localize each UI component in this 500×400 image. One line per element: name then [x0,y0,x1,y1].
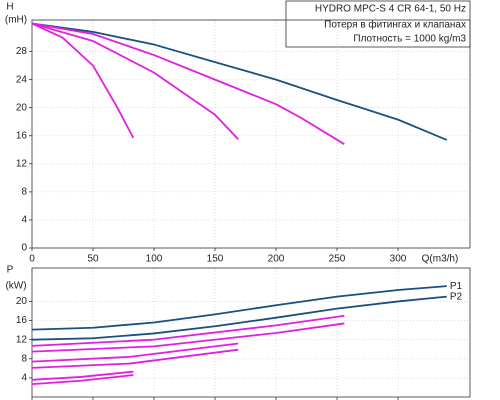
y-tick-label: 4 [21,215,27,226]
curve [31,374,134,385]
plot-frame [31,19,471,249]
subtitle: Плотность = 1000 kg/m3 [353,34,466,45]
x-axis-label: Q(m3/h) [422,254,459,265]
x-tick-label: 300 [390,254,407,265]
y-axis-unit: (kW) [5,281,26,292]
curve-label: P1 [450,281,463,292]
curve [31,348,239,369]
y-tick-label: 12 [16,158,28,169]
curve [31,22,448,141]
y-tick-label: 20 [16,296,28,307]
y-tick-label: 16 [16,315,28,326]
y-tick-label: 16 [16,130,28,141]
curve [31,322,345,353]
x-tick-label: 0 [29,254,35,265]
y-tick-label: 28 [16,46,28,57]
curve-label: P2 [450,291,463,302]
curve [31,22,239,140]
curve [31,342,239,363]
curve [31,22,345,145]
chart-title: HYDRO MPC-S 4 CR 64-1, 50 Hz [315,4,466,15]
y-axis-unit: (mH) [5,15,27,26]
x-tick-label: 100 [146,254,163,265]
x-tick-label: 200 [268,254,285,265]
y-tick-label: 8 [21,187,27,198]
y-tick-label: 12 [16,334,28,345]
y-tick-label: 24 [16,74,28,85]
y-tick-label: 0 [21,243,27,254]
curve [31,295,447,341]
y-tick-label: 20 [16,102,28,113]
curve [31,370,134,381]
info-box [285,0,471,48]
y-axis-label: H [6,2,13,13]
curve [31,314,345,347]
y-axis-label: P [7,265,14,276]
x-tick-label: 150 [207,254,224,265]
y-tick-label: 8 [21,353,27,364]
curve [31,22,135,139]
y-tick-label: 4 [21,373,27,384]
plot-frame [31,267,471,398]
x-tick-label: 250 [329,254,346,265]
curve [31,285,447,331]
subtitle: Потеря в фитингах и клапанах [324,19,466,31]
x-tick-label: 50 [87,254,99,265]
